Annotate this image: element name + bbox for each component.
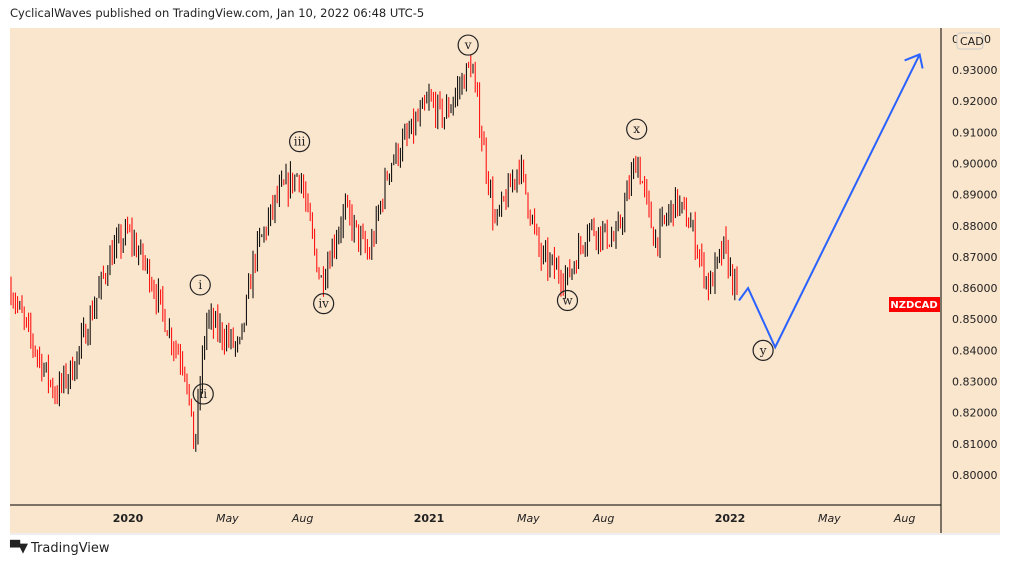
price-tick-label: 0.83000 <box>952 376 998 389</box>
time-tick-label: May <box>216 512 239 525</box>
time-tick-label: May <box>517 512 540 525</box>
wave-label-circle <box>288 131 311 153</box>
footer-brand: TradingView <box>31 541 110 556</box>
time-tick-label: May <box>818 512 841 525</box>
wave-label: y <box>759 343 767 357</box>
currency-label: CAD <box>960 35 984 48</box>
price-tick-label: 0.82000 <box>952 407 998 420</box>
time-tick-label: Aug <box>893 512 915 525</box>
price-tick-label: 0.85000 <box>952 313 998 326</box>
wave-label-circle <box>457 34 479 56</box>
wave-label-circle <box>626 118 648 140</box>
price-tick-label: 0.81000 <box>952 438 998 451</box>
wave-label: iv <box>318 297 329 311</box>
wave-label-circle <box>192 383 214 405</box>
price-tick-partial: 0 <box>984 33 991 46</box>
symbol-label: NZDCAD <box>890 300 937 311</box>
arrowhead-icon <box>904 53 924 69</box>
tradingview-logo-icon: ▀▼ <box>10 541 28 556</box>
wave-label: i <box>198 278 202 292</box>
wave-label: x <box>633 122 640 136</box>
time-tick-label: Aug <box>291 512 313 525</box>
price-tick-label: 0.89000 <box>952 189 998 202</box>
price-tick-label: 0.92000 <box>952 95 998 108</box>
wave-label-circle <box>752 339 774 361</box>
publish-header: CyclicalWaves published on TradingView.c… <box>10 6 425 20</box>
chart-frame <box>10 28 1000 533</box>
symbol-badge <box>889 297 940 312</box>
footer: ▀▼ TradingView <box>10 541 110 556</box>
price-tick-label: 0.90000 <box>952 157 998 170</box>
frame-bottom <box>10 533 1000 535</box>
price-tick-label: 0.80000 <box>952 469 998 482</box>
wave-label-circle <box>313 293 335 315</box>
time-tick-label: 2020 <box>113 512 144 525</box>
time-tick-label: 2021 <box>414 512 445 525</box>
price-tick-label: 0.86000 <box>952 282 998 295</box>
time-tick-label: Aug <box>592 512 614 525</box>
wave-label: ii <box>199 387 207 401</box>
wave-label: w <box>562 294 573 308</box>
wave-label-circle <box>189 274 211 296</box>
price-tick-label: 0.91000 <box>952 126 998 139</box>
price-tick-label: 0.88000 <box>952 220 998 233</box>
price-tick-label: 0.87000 <box>952 251 998 264</box>
price-tick-partial: 0 <box>952 33 959 46</box>
wave-label: iii <box>294 135 306 149</box>
price-tick-label: 0.84000 <box>952 344 998 357</box>
price-tick-label: 0.93000 <box>952 64 998 77</box>
projection-path <box>738 53 921 350</box>
wave-label-circle <box>556 289 579 312</box>
currency-badge <box>956 32 984 50</box>
time-tick-label: 2022 <box>715 512 746 525</box>
wave-label: v <box>464 38 472 52</box>
